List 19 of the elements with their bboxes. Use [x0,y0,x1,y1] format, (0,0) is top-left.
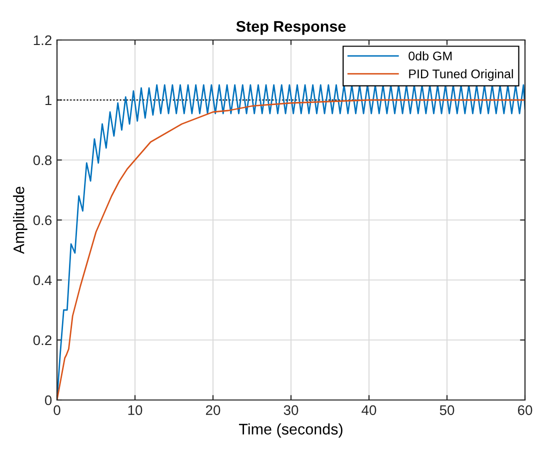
legend-label: PID Tuned Original [409,69,513,81]
x-tick-label: 0 [54,405,60,416]
y-tick-label: 1 [45,95,52,106]
x-tick-label: 20 [206,405,220,416]
x-tick-label: 40 [362,405,376,416]
x-tick-label: 50 [440,405,454,416]
x-tick-label: 30 [284,405,298,416]
y-tick-label: 0 [44,395,52,406]
legend-label: 0db GM [408,51,452,60]
y-tick-label: 1.2 [34,35,52,46]
y-tick-label: 0.2 [33,335,52,346]
y-tick-label: 0.8 [33,155,52,166]
y-tick-label: 0.4 [33,275,52,286]
x-tick-label: 60 [518,405,532,416]
y-axis-title: Amplitude [13,186,28,254]
y-tick-label: 0.6 [33,215,52,226]
x-axis-title: Time (seconds) [238,423,342,438]
x-tick-label: 10 [128,405,142,416]
chart-title: Step Response [236,21,346,35]
